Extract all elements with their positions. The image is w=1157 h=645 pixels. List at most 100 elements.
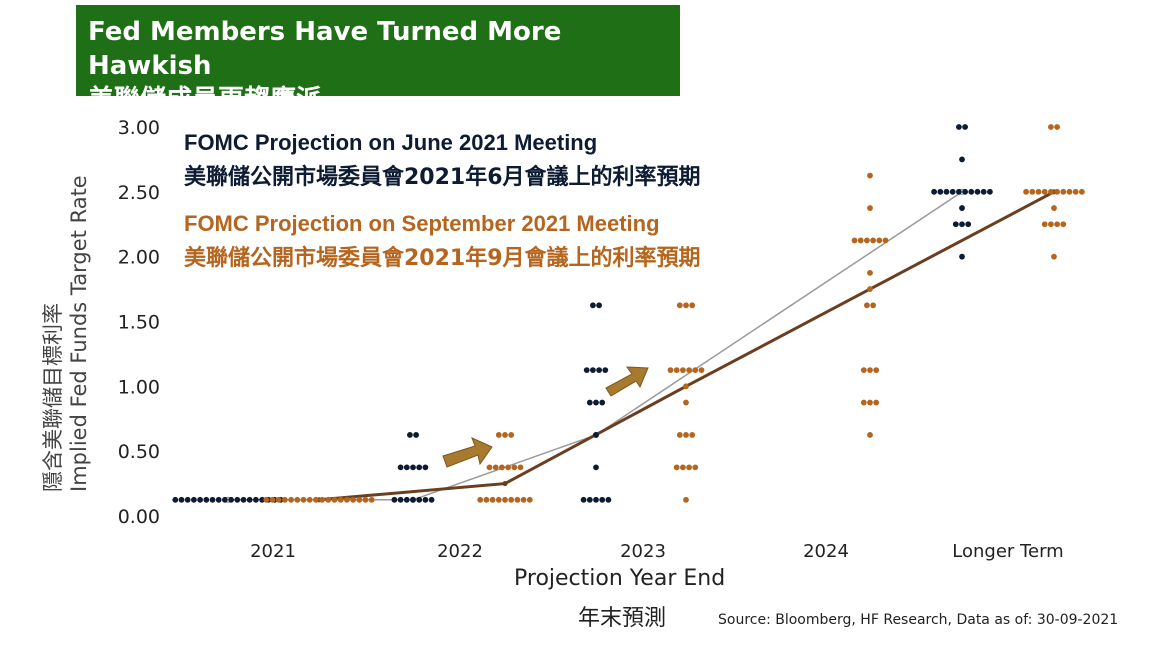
june-dot [593,399,599,406]
june-dot [253,496,259,503]
september-dot [1029,188,1036,195]
september-dot [483,496,490,503]
september-dot [676,302,683,309]
september-dot [508,496,515,503]
september-dot [495,496,502,503]
june-dot [599,399,606,406]
x-axis-label: Projection Year End [514,566,726,591]
y-axis-label: 隱含美聯儲目標利率 Implied Fed Funds Target Rate [40,112,92,492]
september-dot [306,496,313,503]
september-dot [1054,221,1060,228]
june-dot [172,496,179,503]
september-dot [864,237,870,244]
june-dot [593,432,599,438]
september-dot [508,432,515,438]
september-dot [683,496,689,503]
september-dot [689,432,696,438]
september-median-line [318,190,1055,502]
september-dot [680,464,686,471]
june-median-line [228,191,963,501]
y-tick-label: 1.50 [118,312,160,334]
september-dot [1051,253,1057,260]
september-dot [1048,188,1054,195]
september-dot [502,496,508,503]
september-dot [1072,188,1079,195]
june-dot [240,496,247,503]
september-dot [350,496,356,503]
september-dot [1054,188,1060,195]
title-english: Fed Members Have Turned More Hawkish [88,17,562,81]
september-dot [1066,188,1073,195]
june-dot [403,464,410,471]
june-dot [410,464,416,471]
june-dot [416,496,423,503]
june-dot [215,496,222,503]
june-dot [949,188,956,195]
september-dot [851,237,858,244]
september-dot [520,496,527,503]
september-dot [502,432,508,438]
september-dot [486,464,493,471]
june-dot [931,188,937,195]
september-dot [860,399,867,406]
september-dot [876,237,883,244]
june-dot [965,221,972,228]
september-dot [686,464,692,471]
september-median-marker [502,480,508,487]
june-dot [222,496,228,503]
september-dot [1060,221,1067,228]
june-dot [203,496,210,503]
june-dot [228,496,235,503]
september-dot [1048,124,1054,130]
september-dot [686,367,692,374]
x-tick-label: Longer Term [952,541,1063,562]
september-dot [477,496,484,503]
september-dot [282,496,288,503]
june-dot [407,432,413,438]
september-dot [1060,188,1067,195]
june-dot [590,367,596,374]
september-dot [867,367,873,374]
september-dot [362,496,369,503]
june-dot [209,496,216,503]
y-tick-label: 2.00 [118,247,160,269]
september-dot [337,496,344,503]
september-dot [331,496,338,503]
june-dot [410,496,416,503]
june-dot [259,496,265,503]
y-axis-ticks: 0.00 0.50 1.00 1.50 2.00 2.50 3.00 [118,117,160,528]
september-dot [667,367,674,374]
september-dot [499,464,505,471]
september-dot [683,399,689,406]
x-axis-ticks: 2021 2022 2023 2024 Longer Term [250,541,1064,562]
june-dot [593,496,599,503]
september-dot [683,383,689,390]
june-dot [397,464,404,471]
september-dot [867,205,873,211]
september-dot [680,367,686,374]
x-tick-label: 2022 [437,541,483,562]
september-dot [514,496,521,503]
september-dot [1023,188,1029,195]
september-dot [1048,221,1054,228]
arrows [442,366,649,468]
june-dot [590,302,596,309]
september-dot [325,496,332,503]
june-dot [605,496,612,503]
june-dot [599,496,606,503]
legend-june-en: FOMC Projection on June 2021 Meeting [184,130,597,155]
june-dot [959,253,965,260]
september-dot [870,302,876,309]
september-dot [698,367,705,374]
y-axis-label-en: Implied Fed Funds Target Rate [67,175,91,492]
june-dot [959,156,965,163]
september-dot [356,496,363,503]
september-dot [313,496,319,503]
y-tick-label: 3.00 [118,117,160,139]
september-dot [683,302,689,309]
x-tick-label: 2024 [803,541,849,562]
june-dot [391,496,398,503]
title-banner: Fed Members Have Turned More Hawkish 美聯儲… [76,5,680,115]
june-dot [956,188,962,195]
